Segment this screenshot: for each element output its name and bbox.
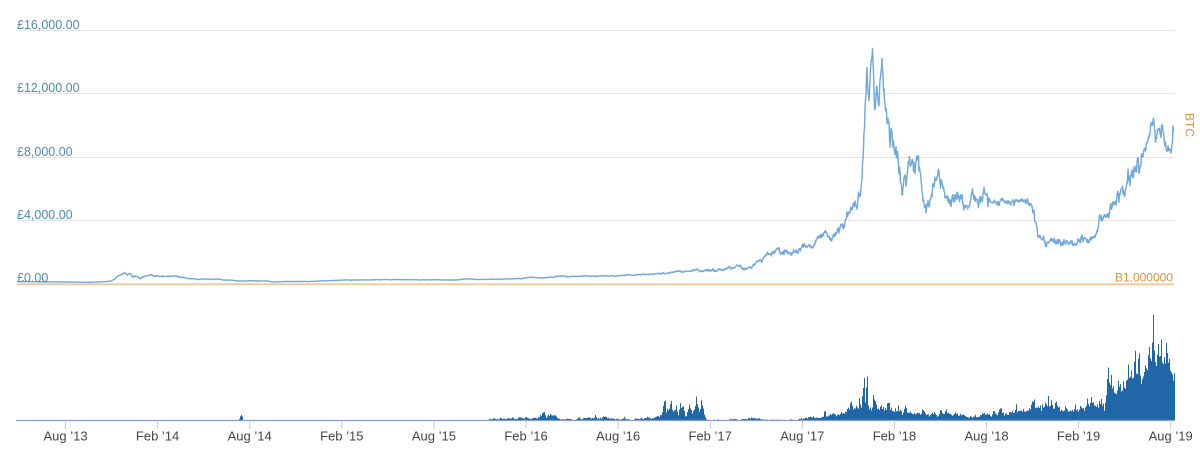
svg-text:BTC: BTC [1183, 113, 1197, 137]
svg-text:£12,000.00: £12,000.00 [17, 81, 80, 95]
svg-text:£4,000.00: £4,000.00 [17, 208, 73, 222]
svg-text:£16,000.00: £16,000.00 [17, 18, 80, 32]
svg-text:Feb ’14: Feb ’14 [136, 429, 179, 444]
svg-text:Feb ’15: Feb ’15 [320, 429, 363, 444]
svg-text:Aug ’14: Aug ’14 [228, 429, 272, 444]
svg-text:Aug ’17: Aug ’17 [780, 429, 824, 444]
svg-text:Feb ’17: Feb ’17 [689, 429, 732, 444]
svg-text:Aug ’13: Aug ’13 [43, 429, 87, 444]
svg-text:Aug ’18: Aug ’18 [964, 429, 1008, 444]
svg-text:Feb ’18: Feb ’18 [873, 429, 916, 444]
svg-text:£0.00: £0.00 [17, 271, 48, 285]
svg-text:Feb ’16: Feb ’16 [504, 429, 547, 444]
svg-text:B1.000000: B1.000000 [1115, 271, 1173, 285]
svg-text:Feb ’19: Feb ’19 [1057, 429, 1100, 444]
svg-text:Aug ’19: Aug ’19 [1149, 429, 1193, 444]
svg-text:£8,000.00: £8,000.00 [17, 145, 73, 159]
svg-text:Aug ’15: Aug ’15 [412, 429, 456, 444]
svg-text:Aug ’16: Aug ’16 [596, 429, 640, 444]
